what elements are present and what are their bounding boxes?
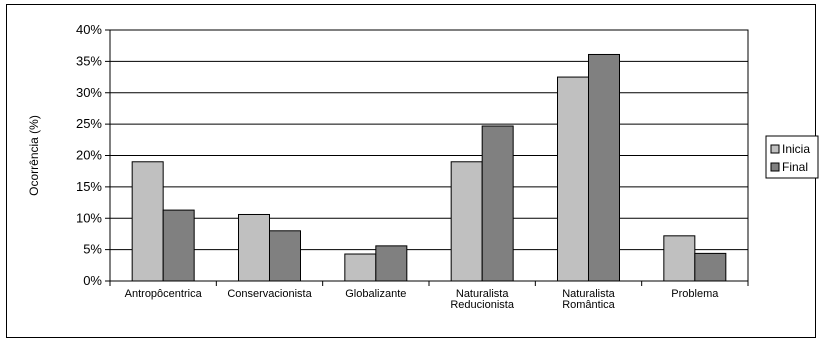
y-tick-label: 10% <box>76 210 102 225</box>
bar-final <box>588 53 620 282</box>
category-label: Globalizante <box>345 288 406 300</box>
legend-swatch-final <box>770 162 780 172</box>
y-axis-label: Ocorrência (%) <box>27 115 41 196</box>
y-tick-label: 40% <box>76 22 102 37</box>
bar-inicia <box>557 76 589 282</box>
category-label: Naturalista <box>562 288 615 300</box>
y-tick-label: 5% <box>83 242 102 257</box>
y-tick-label: 25% <box>76 116 102 131</box>
y-tick-label: 20% <box>76 148 102 163</box>
legend-label: Final <box>782 160 808 174</box>
category-label: Romântica <box>562 299 615 311</box>
y-tick-label: 15% <box>76 179 102 194</box>
legend-swatch-inicia <box>770 144 780 154</box>
bar-final <box>162 209 195 282</box>
bar-final <box>269 230 301 282</box>
bar-inicia <box>238 213 270 282</box>
bar-final <box>694 252 727 282</box>
category-label: Conservacionista <box>227 288 312 300</box>
bar-inicia <box>344 253 377 282</box>
category-label: Antropôcentrica <box>125 288 203 300</box>
bar-inicia <box>663 235 696 282</box>
bar-inicia <box>131 161 164 282</box>
bar-final <box>375 245 408 282</box>
category-label: Problema <box>671 288 719 300</box>
bar-inicia <box>450 161 483 282</box>
y-tick-label: 30% <box>76 85 102 100</box>
category-label: Naturalista <box>456 288 509 300</box>
bar-final <box>481 125 514 282</box>
y-tick-label: 35% <box>76 53 102 68</box>
y-tick-label: 0% <box>83 273 102 288</box>
category-label: Reducionista <box>450 299 514 311</box>
legend-label: Inicia <box>782 142 810 156</box>
